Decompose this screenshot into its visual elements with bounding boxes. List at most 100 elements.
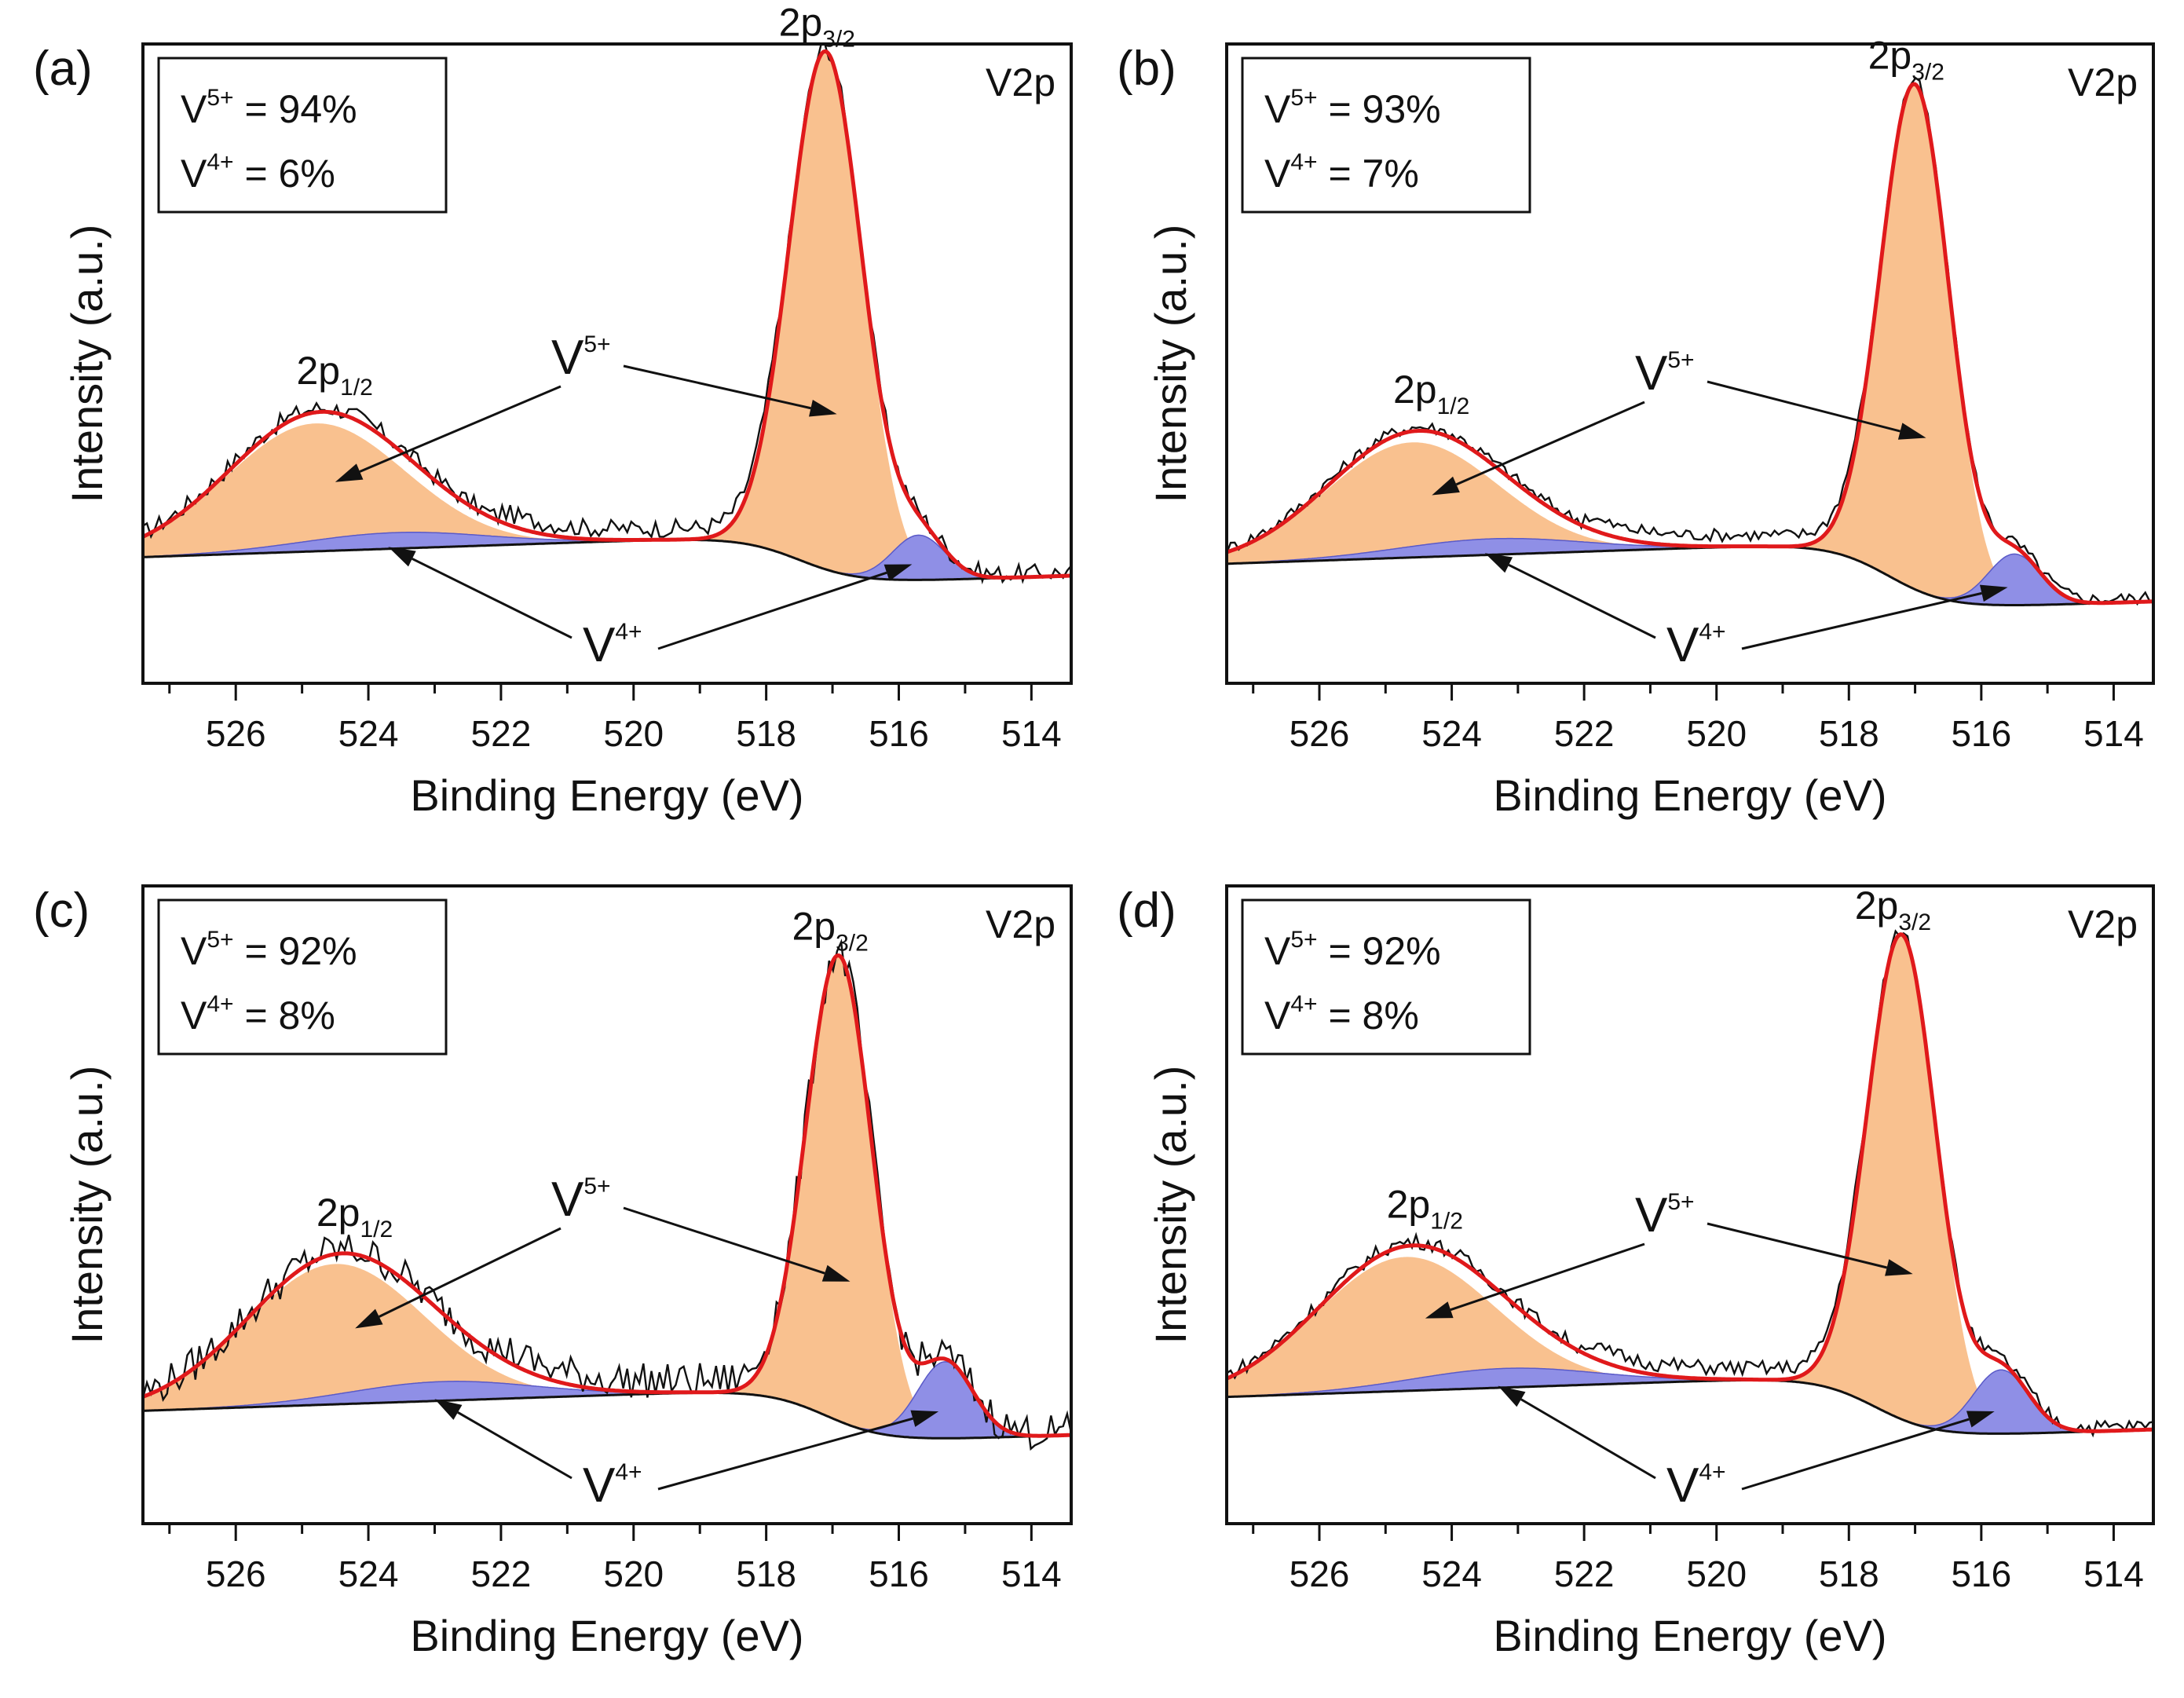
panel-a: 526 524 522 520 518 516 514 Binding Energy (eV)… <box>33 1 1073 820</box>
v4-composition-text: V4+ = 6% <box>181 149 335 196</box>
panel-label: (b) <box>1117 42 1176 96</box>
plot-area <box>1227 76 2153 606</box>
x-tick-label: 524 <box>1421 713 1482 754</box>
v4-arrow-right <box>657 564 913 650</box>
x-tick-label: 518 <box>1819 1553 1879 1594</box>
x-tick-label: 514 <box>2083 713 2144 754</box>
spectrum-label: V2p <box>986 60 1055 104</box>
inset-frame <box>157 57 448 214</box>
peak-label-2p12: 2p1/2 <box>1387 1183 1463 1235</box>
panel-b: 526 524 522 520 518 516 514 Binding Energy (eV)… <box>1117 33 2155 820</box>
peak-label-2p12: 2p1/2 <box>297 349 373 401</box>
peak-label-2p32: 2p3/2 <box>1868 33 1944 85</box>
v5-arrow-2p12 <box>1432 401 1645 496</box>
inset-frame <box>1241 898 1531 1056</box>
envelope-fit-line <box>143 953 1071 1438</box>
x-tick-label: 524 <box>338 713 399 754</box>
peak-label-2p32: 2p3/2 <box>792 905 869 957</box>
x-tick-label: 526 <box>1290 1553 1350 1594</box>
x-tick-label: 514 <box>1001 713 1062 754</box>
x-tick-label: 522 <box>471 1553 532 1594</box>
v4-arrow-right <box>1741 584 2008 650</box>
x-axis-title: Binding Energy (eV) <box>1493 770 1886 820</box>
v4-arrow-left <box>1484 553 1656 639</box>
x-tick-label: 520 <box>603 713 664 754</box>
x-axis: 526 524 522 520 518 516 514 <box>168 683 1062 754</box>
x-tick-label: 524 <box>1421 1553 1482 1594</box>
v4-arrow-left <box>1498 1385 1656 1480</box>
envelope-fit-line <box>1227 932 2153 1433</box>
x-tick-label: 514 <box>1001 1553 1062 1594</box>
v5-component-area <box>1227 84 2153 606</box>
v5-arrow-label: V5+ <box>551 331 611 385</box>
x-tick-label: 518 <box>1819 713 1879 754</box>
v4-arrow-left <box>388 547 573 639</box>
background-line <box>1227 1378 2153 1435</box>
x-tick-label: 522 <box>1554 1553 1615 1594</box>
v5-arrow-label: V5+ <box>551 1173 611 1227</box>
y-axis-title: Intensity (a.u.) <box>62 225 112 503</box>
v5-arrow-2p32 <box>623 364 837 417</box>
x-tick-label: 522 <box>471 713 532 754</box>
x-axis: 526 524 522 520 518 516 514 <box>1252 1524 2144 1594</box>
x-tick-label: 514 <box>2083 1553 2144 1594</box>
envelope-fit-line <box>143 49 1071 580</box>
inset-frame <box>157 898 448 1056</box>
v5-component-area <box>1227 934 2153 1434</box>
peak-label-2p12: 2p1/2 <box>316 1191 393 1242</box>
x-tick-label: 518 <box>736 1553 796 1594</box>
y-axis-title: Intensity (a.u.) <box>62 1066 112 1345</box>
x-tick-label: 526 <box>1290 713 1350 754</box>
y-axis-title: Intensity (a.u.) <box>1146 1066 1195 1345</box>
plot-frame <box>141 42 1073 685</box>
spectrum-label: V2p <box>986 902 1055 946</box>
v5-composition-text: V5+ = 93% <box>1264 85 1441 131</box>
plot-area <box>1227 929 2153 1438</box>
composition-inset: V5+ = 92% V4+ = 8% <box>157 898 448 1056</box>
v4-arrow-right <box>657 1410 939 1491</box>
v4-composition-text: V4+ = 8% <box>1264 991 1419 1037</box>
v4-composition-text: V4+ = 8% <box>181 991 335 1037</box>
v4-arrow-right <box>1741 1411 1995 1491</box>
v4-arrow-label: V4+ <box>583 618 642 672</box>
v5-component-area <box>143 51 1071 580</box>
background-line <box>1227 545 2153 606</box>
v5-arrow-2p12 <box>1425 1242 1645 1319</box>
x-tick-label: 516 <box>1951 1553 2011 1594</box>
peak-label-2p12: 2p1/2 <box>1393 368 1469 419</box>
v5-composition-text: V5+ = 92% <box>1264 927 1441 973</box>
x-tick-label: 516 <box>869 1553 929 1594</box>
y-axis-title: Intensity (a.u.) <box>1146 225 1195 503</box>
v5-arrow-2p32 <box>623 1206 851 1282</box>
spectrum-label: V2p <box>2068 902 2138 946</box>
plot-frame <box>1225 42 2155 685</box>
v5-arrow-2p12 <box>335 385 562 482</box>
x-tick-label: 520 <box>603 1553 664 1594</box>
x-axis: 526 524 522 520 518 516 514 <box>1252 683 2144 754</box>
v5-arrow-label: V5+ <box>1635 346 1695 401</box>
x-axis-title: Binding Energy (eV) <box>1493 1611 1886 1660</box>
v5-composition-text: V5+ = 94% <box>181 85 357 131</box>
x-tick-label: 516 <box>1951 713 2011 754</box>
v4-arrow-label: V4+ <box>1666 618 1726 672</box>
peak-label-2p32: 2p3/2 <box>779 1 855 53</box>
x-tick-label: 526 <box>206 713 266 754</box>
panel-label: (d) <box>1117 884 1176 938</box>
v4-composition-text: V4+ = 7% <box>1264 149 1419 196</box>
panel-d: 526 524 522 520 518 516 514 Binding Energy (eV)… <box>1117 884 2155 1660</box>
spectrum-label: V2p <box>2068 60 2138 104</box>
panel-label: (a) <box>33 42 93 96</box>
v5-arrow-2p32 <box>1707 1222 1913 1276</box>
x-axis-title: Binding Energy (eV) <box>410 1611 803 1660</box>
x-tick-label: 524 <box>338 1553 399 1594</box>
composition-inset: V5+ = 94% V4+ = 6% <box>157 57 448 214</box>
inset-frame <box>1241 57 1531 214</box>
panel-c: 526 524 522 520 518 516 514 Binding Energy (eV)… <box>33 884 1073 1660</box>
panels-container: 526 524 522 520 518 516 514 Binding Energy (eV)… <box>33 1 2155 1660</box>
v5-arrow-2p32 <box>1707 380 1926 440</box>
v5-composition-text: V5+ = 92% <box>181 927 357 973</box>
plot-area <box>143 44 1071 585</box>
v5-arrow-label: V5+ <box>1635 1188 1695 1242</box>
x-tick-label: 518 <box>736 713 796 754</box>
